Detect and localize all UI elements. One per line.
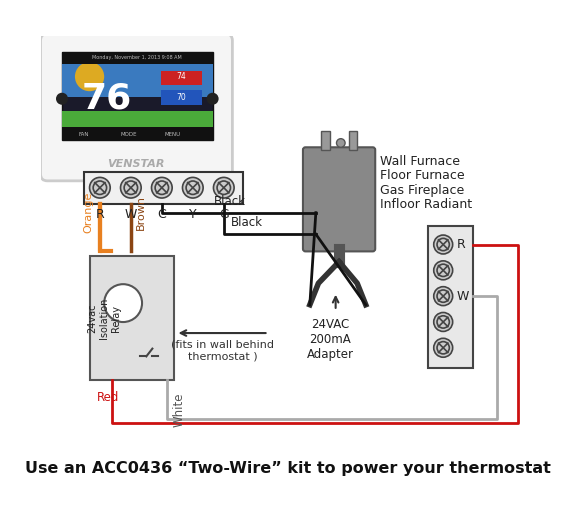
- Bar: [428, 226, 473, 368]
- Text: Use an ACC0436 “Two-Wire” kit to power your thermostat: Use an ACC0436 “Two-Wire” kit to power y…: [25, 461, 550, 476]
- Bar: [83, 172, 243, 204]
- Circle shape: [434, 261, 453, 280]
- Circle shape: [434, 313, 453, 331]
- FancyBboxPatch shape: [40, 34, 232, 181]
- Circle shape: [104, 284, 142, 322]
- Bar: [161, 90, 202, 105]
- Bar: [62, 52, 213, 140]
- Text: White: White: [172, 393, 185, 427]
- Text: Y: Y: [189, 208, 197, 221]
- Text: Wall Furnace: Wall Furnace: [381, 154, 461, 167]
- Bar: [62, 52, 213, 64]
- Bar: [62, 127, 213, 140]
- Circle shape: [90, 177, 110, 198]
- Text: FAN: FAN: [78, 132, 89, 137]
- Circle shape: [182, 177, 203, 198]
- Text: W: W: [457, 290, 469, 303]
- Text: Gas Fireplace: Gas Fireplace: [381, 184, 465, 197]
- Circle shape: [75, 62, 104, 91]
- Bar: [161, 71, 202, 85]
- Circle shape: [213, 177, 234, 198]
- Bar: [321, 131, 329, 150]
- Text: 24VAC
200mA
Adapter: 24VAC 200mA Adapter: [307, 318, 354, 361]
- Text: MENU: MENU: [165, 132, 181, 137]
- Circle shape: [434, 235, 453, 254]
- Text: VENSTAR: VENSTAR: [108, 159, 165, 168]
- Circle shape: [151, 177, 172, 198]
- Circle shape: [206, 93, 218, 105]
- Text: Red: Red: [97, 391, 119, 404]
- Text: R: R: [95, 208, 104, 221]
- Text: Black: Black: [214, 194, 246, 207]
- Text: W: W: [125, 208, 137, 221]
- Text: Black: Black: [231, 216, 263, 229]
- Text: Brown: Brown: [136, 195, 146, 230]
- Circle shape: [336, 139, 345, 147]
- Bar: [90, 256, 174, 381]
- Text: 76: 76: [82, 82, 132, 116]
- Text: 70: 70: [177, 94, 186, 102]
- Bar: [348, 131, 357, 150]
- Text: Floor Furnace: Floor Furnace: [381, 169, 465, 182]
- Circle shape: [56, 93, 68, 105]
- Text: Infloor Radiant: Infloor Radiant: [381, 199, 473, 212]
- FancyBboxPatch shape: [303, 147, 375, 251]
- Text: G: G: [219, 208, 229, 221]
- Bar: [62, 111, 213, 140]
- Text: C: C: [158, 208, 166, 221]
- Text: 74: 74: [177, 72, 186, 81]
- Text: (fits in wall behind
thermostat ): (fits in wall behind thermostat ): [171, 340, 274, 361]
- Text: 24vac
Isolation
Relay: 24vac Isolation Relay: [87, 297, 121, 339]
- Circle shape: [434, 339, 453, 357]
- Text: MODE: MODE: [120, 132, 136, 137]
- Text: Monday, November 1, 2013 9:08 AM: Monday, November 1, 2013 9:08 AM: [92, 55, 182, 60]
- Circle shape: [434, 287, 453, 306]
- Text: Orange: Orange: [83, 192, 93, 233]
- Text: R: R: [457, 238, 466, 251]
- Bar: [62, 53, 213, 97]
- Circle shape: [121, 177, 141, 198]
